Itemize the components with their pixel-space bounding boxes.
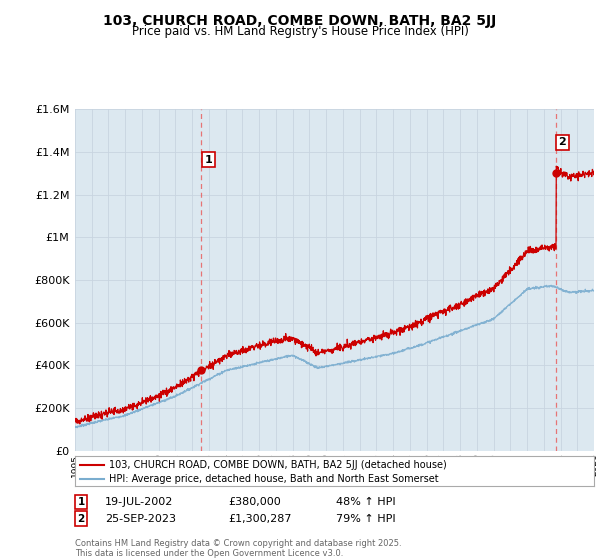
Text: 2: 2 [77, 514, 85, 524]
Text: 103, CHURCH ROAD, COMBE DOWN, BATH, BA2 5JJ: 103, CHURCH ROAD, COMBE DOWN, BATH, BA2 … [103, 14, 497, 28]
Text: 1: 1 [77, 497, 85, 507]
Text: 19-JUL-2002: 19-JUL-2002 [105, 497, 173, 507]
Text: 103, CHURCH ROAD, COMBE DOWN, BATH, BA2 5JJ (detached house): 103, CHURCH ROAD, COMBE DOWN, BATH, BA2 … [109, 460, 446, 469]
Text: 48% ↑ HPI: 48% ↑ HPI [336, 497, 395, 507]
Text: 2: 2 [559, 138, 566, 147]
Text: 25-SEP-2023: 25-SEP-2023 [105, 514, 176, 524]
Text: HPI: Average price, detached house, Bath and North East Somerset: HPI: Average price, detached house, Bath… [109, 474, 439, 484]
Text: £380,000: £380,000 [228, 497, 281, 507]
Text: £1,300,287: £1,300,287 [228, 514, 292, 524]
Text: Contains HM Land Registry data © Crown copyright and database right 2025.
This d: Contains HM Land Registry data © Crown c… [75, 539, 401, 558]
Text: 79% ↑ HPI: 79% ↑ HPI [336, 514, 395, 524]
Text: 1: 1 [205, 155, 212, 165]
Text: Price paid vs. HM Land Registry's House Price Index (HPI): Price paid vs. HM Land Registry's House … [131, 25, 469, 38]
